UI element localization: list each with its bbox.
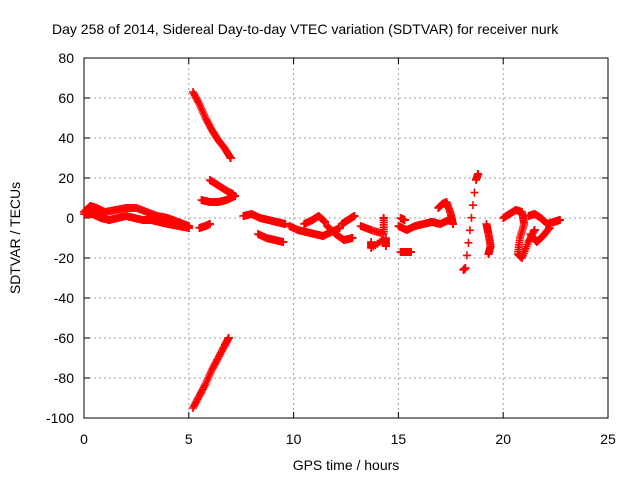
data-point	[381, 242, 390, 250]
y-tick-label: 60	[58, 90, 74, 106]
axis-ticks	[83, 57, 609, 419]
x-tick-label: 15	[391, 431, 407, 447]
data-point	[205, 220, 214, 228]
series-column-13-14	[367, 234, 390, 252]
series-spikes-13-14	[356, 214, 388, 238]
y-tick-label: -60	[54, 330, 74, 346]
data-point	[319, 216, 328, 225]
y-tick-label: -20	[54, 250, 74, 266]
data-point	[462, 251, 471, 260]
data-point	[468, 201, 477, 210]
y-tick-label: -80	[54, 370, 74, 386]
data-point	[348, 234, 357, 242]
tick-labels: 0 5 10 15 20 25 -100 -80 -60 -40 -20 0 20 40 60 80	[46, 50, 616, 447]
data-point	[467, 213, 476, 222]
series-band-8-10	[239, 210, 290, 228]
series-band-17	[434, 198, 457, 228]
chart-title: Day 258 of 2014, Sidereal Day-to-day VTE…	[52, 21, 559, 37]
series-band-15-16-lower	[396, 248, 415, 256]
data-point	[184, 224, 193, 232]
data-point	[400, 216, 409, 224]
data-point	[545, 224, 554, 232]
data-point	[544, 225, 553, 234]
series-band-10-13-upper	[300, 212, 330, 228]
series-arc-low	[188, 334, 233, 412]
data-point	[230, 192, 239, 200]
x-tick-label: 10	[286, 431, 302, 447]
plot-frame	[83, 57, 609, 419]
data-point	[474, 170, 483, 178]
series-arc-mid-lower	[197, 192, 239, 206]
data-point	[465, 226, 474, 235]
y-tick-label: -100	[46, 410, 74, 426]
y-axis-label: SDTVAR / TECUs	[7, 182, 23, 294]
data-point	[194, 98, 203, 107]
y-tick-label: 20	[58, 170, 74, 186]
series-cluster-21-22-lower	[526, 224, 554, 246]
data-point	[555, 216, 564, 224]
series-arc-5-6	[195, 220, 214, 232]
y-tick-label: 80	[58, 50, 74, 66]
x-tick-label: 5	[185, 431, 193, 447]
data-point	[226, 154, 235, 162]
x-tick-label: 0	[80, 431, 88, 447]
data-series	[80, 88, 564, 412]
data-point	[406, 248, 415, 256]
data-point	[224, 334, 233, 342]
data-point	[279, 238, 288, 246]
data-point	[281, 220, 290, 228]
series-early-band-lower	[80, 210, 193, 232]
x-tick-label: 25	[600, 431, 616, 447]
data-point	[464, 238, 473, 247]
y-tick-label: -40	[54, 290, 74, 306]
series-cluster-21-22	[524, 210, 564, 228]
data-point	[530, 226, 539, 234]
series-band-8-10-lower	[253, 230, 288, 246]
data-point	[350, 212, 359, 220]
data-point	[448, 220, 457, 228]
data-point	[484, 250, 493, 258]
series-band-15-upper	[396, 214, 409, 224]
series-points-18-19	[459, 170, 483, 274]
series-band-10-13	[285, 222, 344, 240]
data-point	[379, 214, 388, 222]
data-point	[225, 152, 234, 161]
data-point	[461, 264, 470, 272]
series-band-10-13-lower	[323, 222, 357, 244]
y-tick-label: 0	[66, 210, 74, 226]
data-point	[200, 381, 209, 390]
x-tick-label: 20	[495, 431, 511, 447]
series-band-12-13	[337, 212, 359, 228]
series-arc-high	[188, 88, 235, 162]
data-point	[320, 217, 329, 226]
data-point	[470, 188, 479, 197]
series-cluster-19	[482, 220, 495, 258]
y-tick-label: 40	[58, 130, 74, 146]
x-axis-label: GPS time / hours	[293, 457, 400, 473]
